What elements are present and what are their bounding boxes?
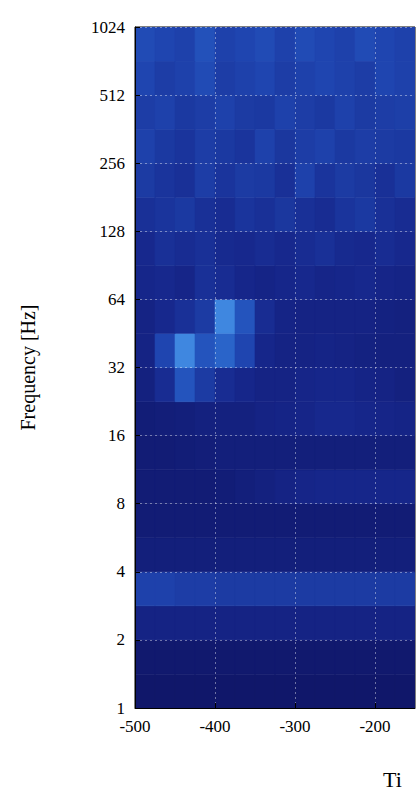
svg-text:256: 256 — [100, 154, 126, 173]
svg-text:-400: -400 — [199, 717, 230, 736]
svg-text:1: 1 — [117, 699, 126, 718]
svg-text:Ti: Ti — [383, 767, 402, 792]
svg-text:128: 128 — [100, 222, 126, 241]
svg-text:-500: -500 — [119, 717, 150, 736]
svg-text:512: 512 — [100, 86, 126, 105]
svg-text:64: 64 — [108, 290, 126, 309]
svg-text:-300: -300 — [279, 717, 310, 736]
svg-text:4: 4 — [117, 562, 126, 581]
svg-text:1024: 1024 — [91, 18, 126, 37]
svg-text:16: 16 — [108, 426, 125, 445]
svg-text:8: 8 — [117, 494, 126, 513]
svg-text:Frequency [Hz]: Frequency [Hz] — [17, 304, 40, 430]
svg-text:-200: -200 — [359, 717, 390, 736]
svg-text:2: 2 — [117, 630, 126, 649]
svg-text:32: 32 — [108, 358, 125, 377]
